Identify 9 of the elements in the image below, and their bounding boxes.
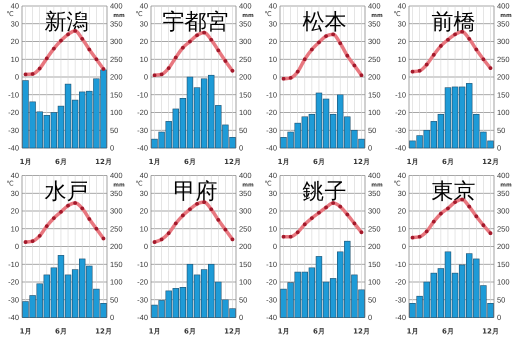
chart-title: 新潟 xyxy=(44,10,88,35)
chart-title: 宇都宮 xyxy=(162,10,228,35)
chart-title: 水戸 xyxy=(44,180,88,204)
chart-title: 松本 xyxy=(302,10,346,35)
chart-title: 銚子 xyxy=(302,180,346,204)
chart-title: 前橋 xyxy=(432,10,476,35)
chart-title: 甲府 xyxy=(174,180,218,204)
line-series xyxy=(24,201,106,244)
line-series xyxy=(152,200,234,244)
